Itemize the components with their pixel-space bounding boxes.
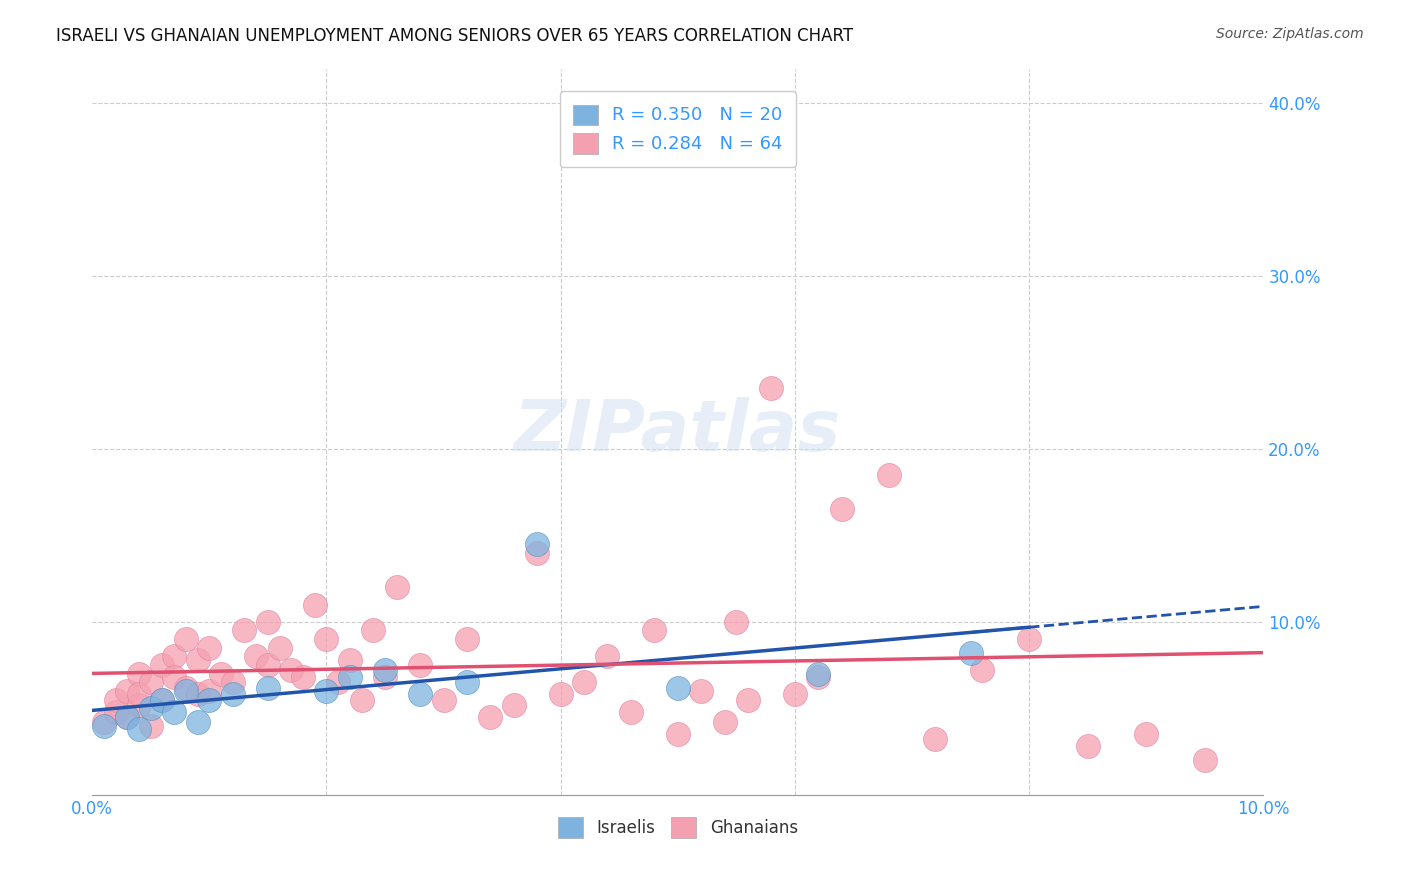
Point xyxy=(526,546,548,560)
Point xyxy=(291,670,314,684)
Point xyxy=(187,653,209,667)
Point xyxy=(725,615,748,629)
Point xyxy=(1135,727,1157,741)
Point xyxy=(93,715,115,730)
Point xyxy=(174,632,197,646)
Point xyxy=(304,598,326,612)
Point xyxy=(128,688,150,702)
Text: Source: ZipAtlas.com: Source: ZipAtlas.com xyxy=(1216,27,1364,41)
Point xyxy=(245,649,267,664)
Point xyxy=(620,705,643,719)
Point xyxy=(713,715,735,730)
Point xyxy=(209,666,232,681)
Point xyxy=(479,710,502,724)
Point xyxy=(374,670,396,684)
Point xyxy=(174,684,197,698)
Point xyxy=(807,666,830,681)
Point xyxy=(924,732,946,747)
Point xyxy=(1077,739,1099,754)
Point xyxy=(187,688,209,702)
Point xyxy=(139,718,162,732)
Point xyxy=(409,658,432,673)
Point xyxy=(807,670,830,684)
Point xyxy=(233,624,256,638)
Point xyxy=(972,663,994,677)
Point xyxy=(761,381,783,395)
Point xyxy=(104,692,127,706)
Text: ISRAELI VS GHANAIAN UNEMPLOYMENT AMONG SENIORS OVER 65 YEARS CORRELATION CHART: ISRAELI VS GHANAIAN UNEMPLOYMENT AMONG S… xyxy=(56,27,853,45)
Point xyxy=(572,675,595,690)
Point xyxy=(374,663,396,677)
Point xyxy=(174,681,197,695)
Point xyxy=(198,684,221,698)
Point xyxy=(163,670,186,684)
Point xyxy=(550,688,572,702)
Point xyxy=(163,705,186,719)
Point xyxy=(117,684,139,698)
Point xyxy=(326,675,349,690)
Point xyxy=(93,718,115,732)
Point xyxy=(315,632,337,646)
Point xyxy=(269,640,291,655)
Point xyxy=(831,502,853,516)
Point xyxy=(339,670,361,684)
Point xyxy=(128,722,150,736)
Point xyxy=(117,710,139,724)
Point xyxy=(737,692,759,706)
Point xyxy=(152,658,174,673)
Point xyxy=(163,649,186,664)
Legend: Israelis, Ghanaians: Israelis, Ghanaians xyxy=(551,811,804,845)
Point xyxy=(222,688,245,702)
Point xyxy=(361,624,384,638)
Point xyxy=(198,640,221,655)
Point xyxy=(152,692,174,706)
Point xyxy=(139,701,162,715)
Point xyxy=(257,615,280,629)
Point xyxy=(152,692,174,706)
Point xyxy=(128,666,150,681)
Point xyxy=(222,675,245,690)
Point xyxy=(257,658,280,673)
Point xyxy=(315,684,337,698)
Point xyxy=(187,715,209,730)
Point xyxy=(339,653,361,667)
Point xyxy=(1018,632,1040,646)
Point xyxy=(502,698,524,712)
Point xyxy=(666,727,689,741)
Text: ZIPatlas: ZIPatlas xyxy=(515,397,841,467)
Point xyxy=(1194,753,1216,767)
Point xyxy=(104,705,127,719)
Point xyxy=(959,646,981,660)
Point xyxy=(128,698,150,712)
Point xyxy=(877,467,900,482)
Point xyxy=(432,692,454,706)
Point xyxy=(280,663,302,677)
Point xyxy=(690,684,713,698)
Point xyxy=(117,710,139,724)
Point xyxy=(666,681,689,695)
Point xyxy=(385,580,408,594)
Point xyxy=(456,632,478,646)
Point xyxy=(526,537,548,551)
Point xyxy=(198,692,221,706)
Point xyxy=(409,688,432,702)
Point xyxy=(350,692,373,706)
Point xyxy=(596,649,619,664)
Point xyxy=(783,688,806,702)
Point xyxy=(643,624,665,638)
Point xyxy=(257,681,280,695)
Point xyxy=(456,675,478,690)
Point xyxy=(139,675,162,690)
